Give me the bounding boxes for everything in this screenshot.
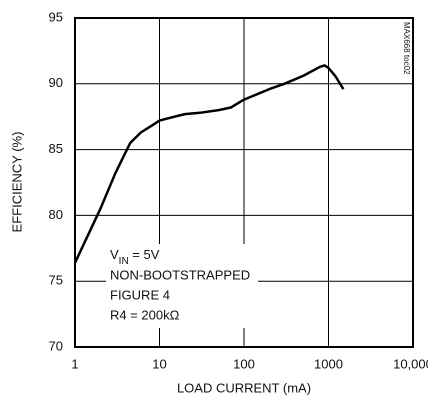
annotation: R4 = 200kΩ: [110, 307, 180, 322]
annotation: FIGURE 4: [110, 287, 170, 302]
x-tick-label: 1: [71, 356, 78, 371]
annotation-part: V: [110, 247, 119, 262]
y-tick-label: 85: [49, 141, 63, 156]
x-tick-label: 10: [152, 356, 166, 371]
line: [73, 64, 345, 264]
y-axis-label: EFFICIENCY (%): [9, 132, 24, 233]
y-tick-label: 95: [49, 9, 63, 24]
y-tick-label: 70: [49, 338, 63, 353]
y-tick-label: 80: [49, 207, 63, 222]
y-tick-label: 90: [49, 75, 63, 90]
plot-frame: [74, 17, 414, 348]
annotation-part: IN: [119, 256, 129, 267]
x-axis-label: LOAD CURRENT (mA): [177, 380, 311, 395]
annotation: VIN = 5V: [110, 247, 160, 267]
annotation-part: = 5V: [129, 247, 160, 262]
annotation: NON-BOOTSTRAPPED: [110, 267, 250, 282]
x-tick-label: 10,000: [393, 356, 428, 371]
annotation-background: [106, 244, 258, 328]
side-label: MAX668 toc02: [402, 22, 411, 75]
x-tick-label: 100: [233, 356, 255, 371]
x-tick-label: 1000: [314, 356, 343, 371]
y-tick-label: 75: [49, 273, 63, 288]
